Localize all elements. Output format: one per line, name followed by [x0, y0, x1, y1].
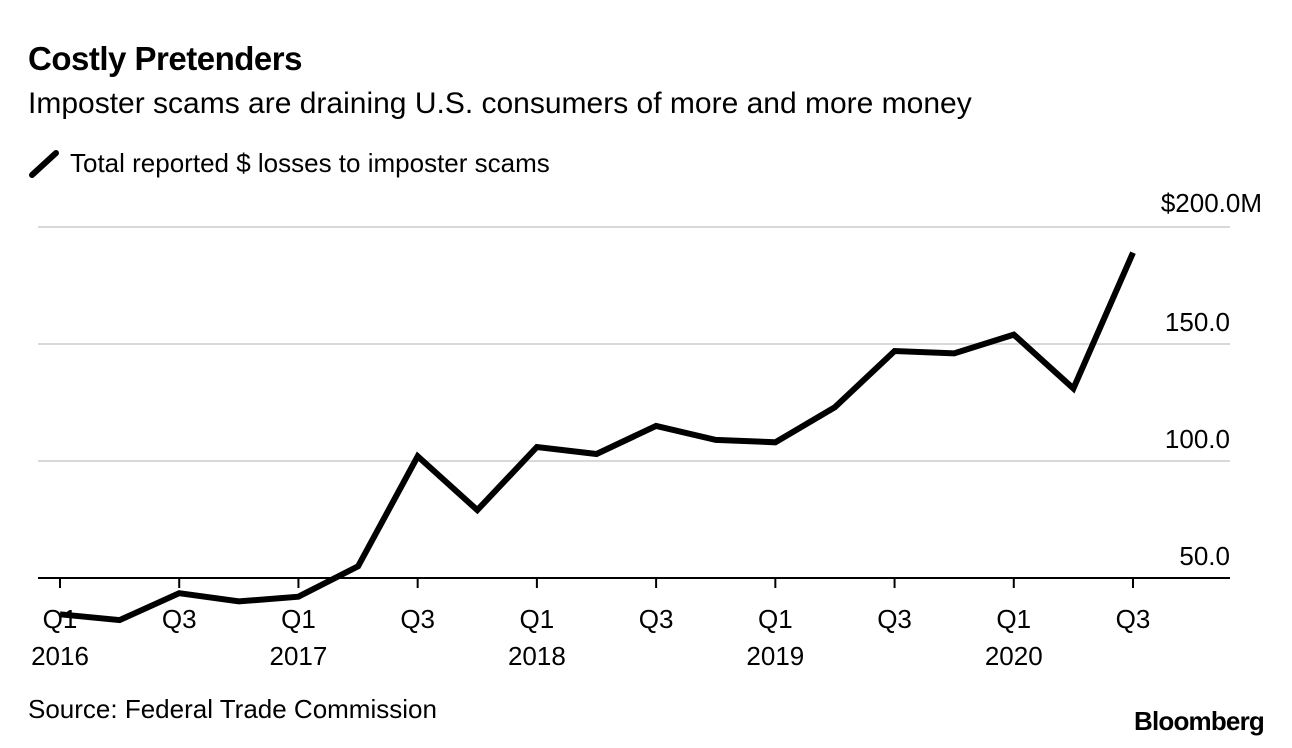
series-line [59, 251, 1136, 624]
x-tick-label: Q3 [400, 604, 435, 634]
x-tick-label: Q3 [162, 604, 197, 634]
x-tick-year-label: 2016 [31, 641, 89, 671]
y-tick-label: $200.0M [1161, 188, 1262, 218]
x-tick-label: Q3 [877, 604, 912, 634]
y-tick-label: 100.0 [1165, 424, 1230, 454]
source-note: Source: Federal Trade Commission [28, 694, 437, 724]
bloomberg-logo: Bloomberg [1133, 706, 1265, 736]
legend-label: Total reported $ losses to imposter scam… [70, 148, 550, 178]
x-tick-label: Q1 [281, 604, 316, 634]
x-tick-year-label: 2020 [985, 641, 1043, 671]
x-tick-year-label: 2018 [508, 641, 566, 671]
chart-subtitle: Imposter scams are draining U.S. consume… [28, 87, 972, 120]
y-tick-label: 50.0 [1179, 541, 1230, 571]
y-tick-label: 150.0 [1165, 307, 1230, 337]
x-tick-year-label: 2019 [746, 641, 804, 671]
legend-swatch-icon [29, 149, 59, 178]
x-tick-year-label: 2017 [270, 641, 328, 671]
x-tick-label: Q3 [639, 604, 674, 634]
x-tick-label: Q1 [758, 604, 793, 634]
x-tick-label: Q1 [43, 604, 78, 634]
x-tick-label: Q3 [1116, 604, 1151, 634]
x-tick-label: Q1 [996, 604, 1031, 634]
x-tick-label: Q1 [520, 604, 555, 634]
chart-title: Costly Pretenders [28, 40, 302, 77]
legend: Total reported $ losses to imposter scam… [28, 148, 550, 179]
